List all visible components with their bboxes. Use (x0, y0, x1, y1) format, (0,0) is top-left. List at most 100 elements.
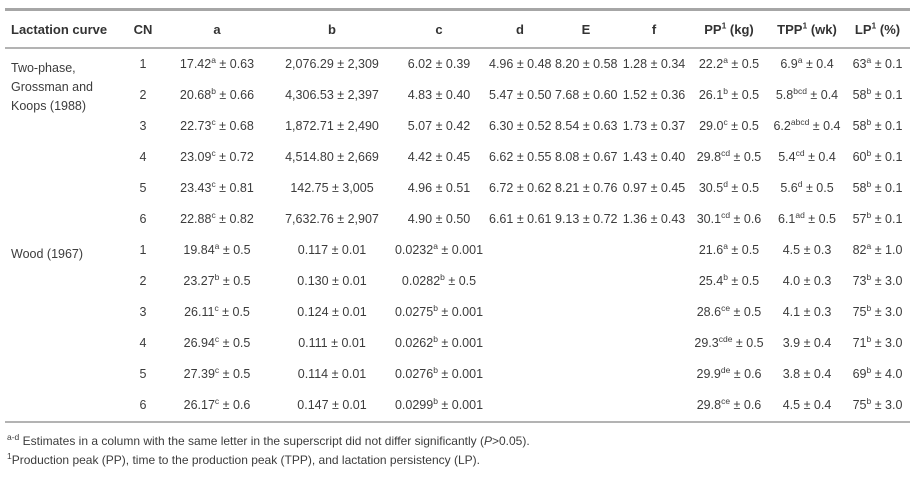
value-cell (487, 297, 553, 328)
footnotes: a-d Estimates in a column with the same … (5, 432, 910, 470)
value-cell: 4.42 ± 0.45 (407, 150, 471, 164)
value-cell: 6.9a ± 0.4 (780, 54, 834, 71)
table-row: 6 26.17c ± 0.6 0.147 ± 0.01 0.0299b ± 0.001… (5, 390, 910, 422)
significance-superscript: c (211, 209, 216, 220)
value-cell: 29.9de ± 0.6 (696, 364, 762, 381)
significance-superscript: de (720, 364, 731, 375)
value-cell: 6.62 ± 0.55 (489, 150, 552, 164)
value-cell: 29.0c ± 0.5 (699, 116, 759, 133)
value-cell: 21.6a ± 0.5 (698, 240, 760, 257)
value-cell: 58b ± 0.1 (852, 178, 903, 195)
value-cell: 8.20 ± 0.58 (555, 57, 618, 71)
value-cell: 6.72 ± 0.62 (489, 181, 552, 195)
value-cell: 4.5 ± 0.3 (782, 243, 832, 257)
value-cell (553, 359, 619, 390)
significance-superscript: bcd (793, 85, 807, 96)
value-cell: 0.111 ± 0.01 (298, 336, 366, 350)
value-cell: 29.8ce ± 0.6 (696, 395, 762, 412)
value-cell: 9.13 ± 0.72 (555, 212, 618, 226)
column-header-f: f (651, 22, 657, 37)
cn-cell: 1 (139, 57, 147, 71)
column-header-tpp: TPP1 (wk) (777, 20, 837, 37)
value-cell (553, 328, 619, 359)
significance-superscript: a (866, 240, 872, 251)
column-header-lactation-curve: Lactation curve (11, 22, 108, 37)
value-cell: 57b ± 0.1 (852, 209, 903, 226)
value-cell (619, 266, 689, 297)
value-cell: 82a ± 1.0 (852, 240, 903, 257)
value-cell (619, 297, 689, 328)
significance-superscript: b (866, 178, 872, 189)
cn-cell: 4 (139, 336, 147, 350)
significance-superscript: a (723, 240, 728, 251)
value-cell (487, 390, 553, 422)
value-cell (553, 266, 619, 297)
significance-superscript: b (866, 85, 872, 96)
cn-cell: 6 (139, 398, 147, 412)
value-cell: 22.73c ± 0.68 (180, 116, 254, 133)
significance-superscript: b (433, 333, 438, 344)
value-cell (619, 359, 689, 390)
value-cell: 1.36 ± 0.43 (622, 212, 686, 226)
value-cell: 0.0262b ± 0.001 (394, 333, 484, 350)
significance-superscript: cd (721, 209, 731, 220)
value-cell: 23.09c ± 0.72 (180, 147, 254, 164)
value-cell (553, 390, 619, 422)
footnote-superscript: 1 (7, 451, 12, 461)
value-cell: 60b ± 0.1 (852, 147, 903, 164)
table-row: 4 23.09c ± 0.72 4,514.80 ± 2,669 4.42 ± 0.4… (5, 142, 910, 173)
value-cell: 26.1b ± 0.5 (698, 85, 760, 102)
value-cell: 8.21 ± 0.76 (555, 181, 618, 195)
significance-superscript: b (866, 271, 872, 282)
cn-cell: 4 (139, 150, 147, 164)
value-cell: 58b ± 0.1 (852, 85, 903, 102)
significance-superscript: b (866, 147, 872, 158)
significance-superscript: ce (721, 395, 731, 406)
footnote-superscript: a-d (7, 432, 20, 442)
group-label-line: Grossman and (11, 80, 93, 94)
value-cell: 6.2abcd ± 0.4 (773, 116, 841, 133)
significance-superscript: b (866, 364, 872, 375)
value-cell: 29.8cd ± 0.5 (696, 147, 762, 164)
value-cell: 3.8 ± 0.4 (782, 367, 832, 381)
value-cell: 8.54 ± 0.63 (555, 119, 618, 133)
value-cell: 71b ± 3.0 (852, 333, 903, 350)
value-cell: 75b ± 3.0 (852, 302, 903, 319)
significance-superscript: c (211, 116, 216, 127)
value-cell (487, 266, 553, 297)
value-cell: 1.43 ± 0.40 (622, 150, 686, 164)
table-row: 5 23.43c ± 0.81 142.75 ± 3,005 4.96 ± 0.51 6… (5, 173, 910, 204)
significance-superscript: c (214, 395, 220, 406)
value-cell: 1.28 ± 0.34 (622, 57, 686, 71)
value-cell: 17.42a ± 0.63 (179, 54, 255, 71)
value-cell: 26.11c ± 0.5 (184, 302, 250, 319)
significance-superscript: b (866, 333, 872, 344)
significance-superscript: a (211, 54, 216, 65)
significance-superscript: b (433, 302, 438, 313)
value-cell: 6.1ad ± 0.5 (777, 209, 837, 226)
significance-superscript: a (797, 54, 803, 65)
value-cell: 4,306.53 ± 2,397 (285, 88, 379, 102)
table-row: 3 26.11c ± 0.5 0.124 ± 0.01 0.0275b ± 0.001… (5, 297, 910, 328)
value-cell (553, 297, 619, 328)
column-header-pp: PP1 (kg) (704, 20, 754, 37)
significance-superscript: abcd (790, 116, 810, 127)
value-cell (619, 390, 689, 422)
cn-cell: 3 (139, 119, 147, 133)
value-cell: 7,632.76 ± 2,907 (285, 212, 379, 226)
table-row: Wood (1967) 1 19.84a ± 0.5 0.117 ± 0.01 0.02… (5, 235, 910, 266)
value-cell: 75b ± 3.0 (852, 395, 903, 412)
value-cell: 26.17c ± 0.6 (183, 395, 251, 412)
value-cell: 20.68b ± 0.66 (179, 85, 255, 102)
significance-superscript: c (214, 333, 220, 344)
cn-cell: 6 (139, 212, 147, 226)
significance-superscript: c (723, 116, 728, 127)
value-cell: 142.75 ± 3,005 (290, 181, 374, 195)
cn-cell: 3 (139, 305, 147, 319)
value-cell: 6.61 ± 0.61 (489, 212, 552, 226)
significance-superscript: b (723, 85, 728, 96)
cn-cell: 1 (139, 243, 147, 257)
value-cell (619, 235, 689, 266)
